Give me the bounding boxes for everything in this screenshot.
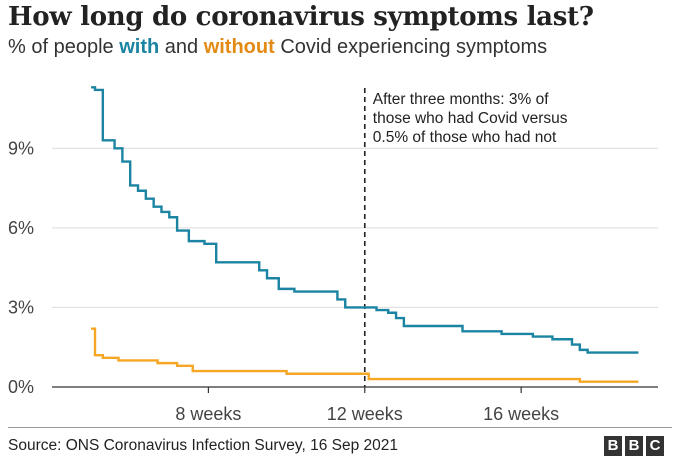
subtitle-suffix: Covid experiencing symptoms	[274, 36, 548, 58]
y-tick-label: 0%	[8, 377, 34, 397]
y-tick-label: 3%	[8, 297, 34, 317]
series-line-without-covid	[91, 327, 639, 383]
annotation-text-line: those who had Covid versus	[373, 110, 568, 127]
subtitle-without: without	[203, 36, 275, 58]
x-tick-label: 12 weeks	[327, 404, 403, 424]
bbc-logo-letter-3: C	[646, 436, 664, 456]
chart-title: How long do coronavirus symptoms last?	[8, 2, 594, 32]
footer-divider	[8, 427, 672, 428]
chart-subtitle: % of people with and without Covid exper…	[8, 36, 547, 59]
subtitle-prefix: % of people	[8, 36, 120, 58]
annotation-text-line: After three months: 3% of	[373, 91, 549, 108]
axis-layer: 0% 3% 6% 9% 8 weeks 12 weeks 16 weeks	[8, 138, 658, 424]
series-line-with-covid	[91, 86, 639, 354]
grid-layer	[52, 147, 658, 308]
x-tick-label: 8 weeks	[175, 404, 241, 424]
series-layer	[91, 86, 639, 383]
y-tick-label: 9%	[8, 138, 34, 158]
bbc-logo-letter-1: B	[604, 436, 622, 456]
bbc-logo-letter-2: B	[625, 436, 643, 456]
annotation-text-line: 0.5% of those who had not	[373, 129, 557, 146]
subtitle-and: and	[159, 36, 204, 58]
x-tick-label: 16 weeks	[483, 404, 559, 424]
annotation-layer: After three months: 3% of those who had C…	[363, 88, 568, 387]
source-note: Source: ONS Coronavirus Infection Survey…	[8, 437, 399, 454]
bbc-logo: B B C	[604, 436, 664, 456]
y-tick-label: 6%	[8, 218, 34, 238]
subtitle-with: with	[119, 36, 160, 58]
